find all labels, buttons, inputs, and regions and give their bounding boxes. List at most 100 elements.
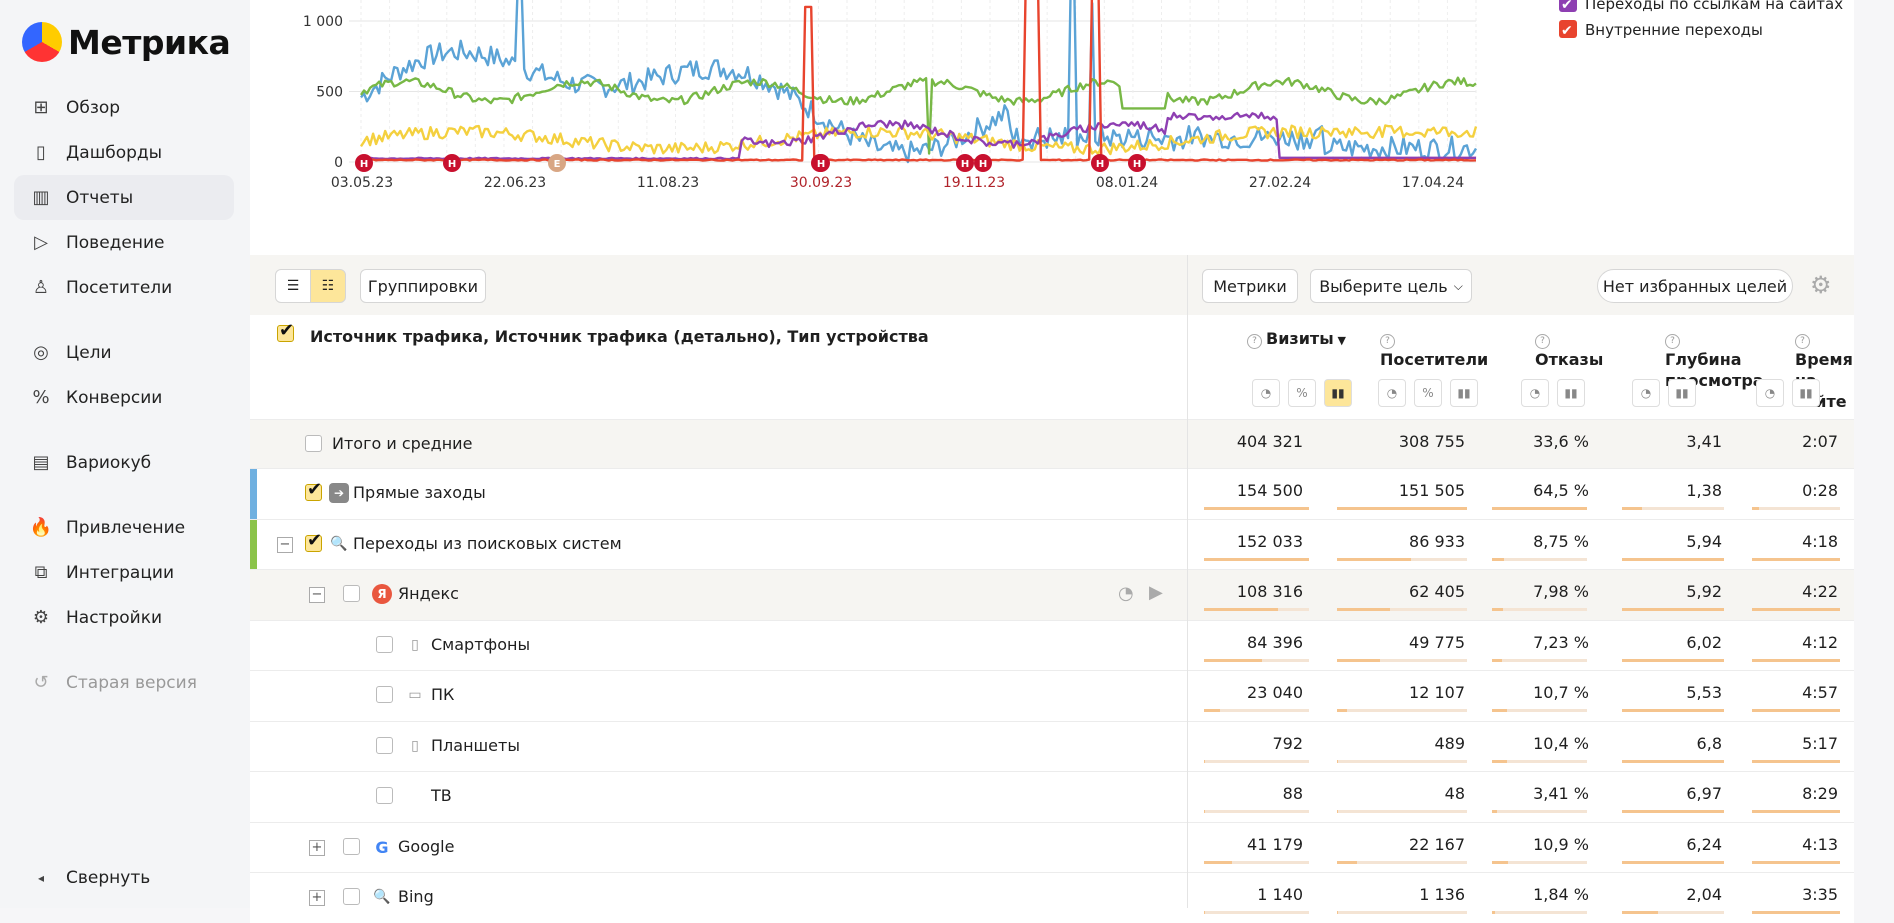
table-row[interactable]: ➔Прямые заходы 154 500 151 505 64,5 % 1,38 0:… [250,468,1854,519]
goal-select[interactable]: Выберите цель ⌵ [1310,269,1472,303]
target-icon: ◎ [33,342,49,363]
column-header-2[interactable]: ?Отказы [1535,328,1615,370]
row-checkbox[interactable] [343,585,360,602]
logo[interactable]: Метрика [22,22,231,62]
bar-chart-icon-button[interactable]: ▮▮ [1450,379,1478,407]
metric-share-fill [1492,608,1504,611]
nav-item-6[interactable]: % Конверсии [14,375,234,420]
metric-value: 151 505 [1398,481,1465,500]
goal-select-label: Выберите цель [1319,276,1448,296]
expand-button[interactable]: + [309,840,325,856]
metric-value: 23 040 [1247,683,1303,702]
collapse-sidebar-button[interactable]: ◂ Свернуть [14,855,234,900]
event-marker[interactable]: Е [548,154,566,172]
event-marker-label: Н [1096,159,1104,170]
favorite-goals-button[interactable]: Нет избранных целей [1597,269,1793,303]
bar-chart-icon-button[interactable]: ▮▮ [1668,379,1696,407]
bar-chart-icon-button[interactable]: ▮▮ [1557,379,1585,407]
nav-item-3[interactable]: ▷ Поведение [14,220,234,265]
groupings-button[interactable]: Группировки [360,269,486,303]
sort-desc-icon[interactable]: ▼ [1333,334,1346,347]
settings-gear-icon[interactable]: ⚙ [1810,271,1832,299]
pie-chart-icon-button[interactable]: ◔ [1252,379,1280,407]
metric-value: 84 396 [1247,633,1303,652]
y-tick-label: 0 [334,155,343,171]
metric-share-bar [1492,861,1587,864]
help-icon[interactable]: ? [1535,334,1550,349]
row-checkbox[interactable] [343,888,360,905]
pie-chart-icon-button[interactable]: ◔ [1756,379,1784,407]
event-marker[interactable]: Н [812,154,830,172]
grid-icon: ⊞ [33,97,49,118]
collapse-label: Свернуть [66,867,151,888]
row-checkbox[interactable] [305,530,322,552]
nav-item-4[interactable]: ♙ Посетители [14,265,234,310]
bar-chart-icon-button[interactable]: ▮▮ [1324,379,1352,407]
row-checkbox[interactable] [376,686,393,703]
nav-item-7[interactable]: ▤ Вариокуб [14,440,234,485]
row-pie-icon[interactable]: ◔ [1118,583,1134,604]
nav-item-8[interactable]: 🔥 Привлечение [14,505,234,550]
nav-item-label: Дашборды [66,142,163,163]
pie-chart-icon-button[interactable]: ◔ [1632,379,1660,407]
metrics-button[interactable]: Метрики [1202,269,1298,303]
row-checkbox[interactable] [376,737,393,754]
x-tick-label: 27.02.24 [1249,175,1311,191]
tree-view-button[interactable]: ☷ [310,269,346,303]
table-row[interactable]: + 🔍 Bing 1 140 1 136 1,84 % 2,04 3:35 [250,872,1854,923]
percent-icon-button[interactable]: % [1288,379,1316,407]
metric-share-fill [1492,709,1508,712]
nav-item-2[interactable]: ▥ Отчеты [14,175,234,220]
row-play-icon[interactable]: ▶ [1149,582,1163,603]
event-marker[interactable]: Н [1091,154,1109,172]
metric-share-bar [1492,558,1587,561]
event-marker[interactable]: Н [956,154,974,172]
table-row[interactable]: − 🔍 Переходы из поисковых систем 152 033 86 … [250,519,1854,570]
table-row[interactable]: ТВ 88 48 3,41 % 6,97 8:29 [250,771,1854,822]
row-checkbox[interactable] [376,636,393,653]
row-checkbox[interactable] [343,838,360,855]
collapse-button[interactable]: − [309,587,325,603]
table-row[interactable]: ▭ ПК 23 040 12 107 10,7 % 5,53 4:57 [250,670,1854,721]
nav-item-1[interactable]: ▯ Дашборды [14,130,234,175]
event-marker[interactable]: Н [1128,154,1146,172]
nav-item-0[interactable]: ⊞ Обзор [14,85,234,130]
column-title: Отказы [1535,350,1604,369]
nav-item-9[interactable]: ⧉ Интеграции [14,550,234,595]
x-tick-label: 22.06.23 [484,175,546,191]
nav-item-label: Обзор [66,97,121,118]
event-marker-dot [443,154,461,172]
help-icon[interactable]: ? [1380,334,1395,349]
event-marker[interactable]: Н [355,154,373,172]
column-header-0[interactable]: ? Визиты ▼ [1247,328,1377,351]
pie-chart-icon-button[interactable]: ◔ [1521,379,1549,407]
table-row[interactable]: − Я Яндекс ◔ ▶ 108 316 62 405 7,98 % 5,92 4:22 [250,569,1854,620]
row-checkbox[interactable] [376,787,393,804]
table-row[interactable]: ▯ Смартфоны 84 396 49 775 7,23 % 6,02 4:12 [250,620,1854,671]
help-icon[interactable]: ? [1665,334,1680,349]
event-marker[interactable]: Н [443,154,461,172]
metric-share-fill [1752,861,1840,864]
percent-icon-button[interactable]: % [1414,379,1442,407]
nav-item-11[interactable]: ↺ Старая версия [14,660,234,705]
expand-button[interactable]: + [309,890,325,906]
column-header-1[interactable]: ?Посетители [1380,328,1490,370]
help-icon[interactable]: ? [1247,334,1262,349]
flat-view-button[interactable]: ☰ [275,269,311,303]
row-checkbox[interactable] [305,479,322,501]
event-marker[interactable]: Н [974,154,992,172]
metric-share-fill [1204,507,1309,510]
nav-item-label: Интеграции [66,562,175,583]
dimensions-checkbox[interactable] [277,320,294,342]
help-icon[interactable]: ? [1795,334,1810,349]
nav-item-10[interactable]: ⚙ Настройки [14,595,234,640]
table-row[interactable]: + G Google 41 179 22 167 10,9 % 6,24 4:13 [250,822,1854,873]
bar-chart-icon-button[interactable]: ▮▮ [1792,379,1820,407]
row-checkbox[interactable] [305,435,322,452]
nav-item-5[interactable]: ◎ Цели [14,330,234,375]
collapse-button[interactable]: − [277,537,293,553]
pie-chart-icon-button[interactable]: ◔ [1378,379,1406,407]
table-row[interactable]: ▯ Планшеты 792 489 10,4 % 6,8 5:17 [250,721,1854,772]
legend-label: Внутренние переходы [1585,21,1763,39]
totals-row[interactable]: Итого и средние 404 321 308 755 33,6 % 3,41 2… [250,419,1854,470]
